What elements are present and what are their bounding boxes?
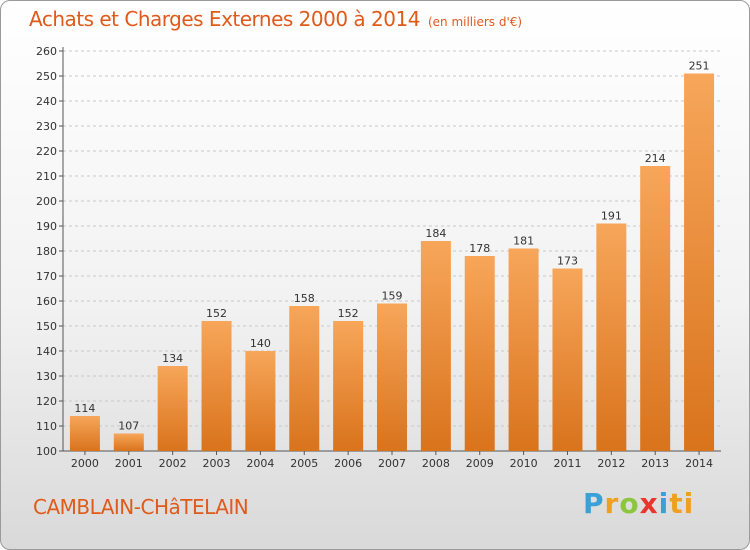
bar-2003 bbox=[201, 321, 232, 451]
value-label-2003: 152 bbox=[206, 307, 227, 320]
logo-letter: x bbox=[639, 487, 659, 520]
bars bbox=[69, 73, 715, 451]
x-tick-label-2012: 2012 bbox=[597, 457, 625, 470]
x-tick-label-2014: 2014 bbox=[685, 457, 713, 470]
bar-2011 bbox=[552, 268, 583, 451]
bar-2006 bbox=[333, 321, 364, 451]
bar-2008 bbox=[420, 241, 451, 451]
chart-title-text: Achats et Charges Externes 2000 à 2014 bbox=[29, 7, 420, 31]
value-label-2008: 184 bbox=[425, 227, 446, 240]
value-label-2010: 181 bbox=[513, 235, 534, 248]
bar-2012 bbox=[596, 223, 627, 451]
value-label-2009: 178 bbox=[469, 242, 490, 255]
value-label-2001: 107 bbox=[118, 420, 139, 433]
logo-letter: ti bbox=[669, 487, 695, 520]
value-label-2004: 140 bbox=[250, 337, 271, 350]
x-tick-label-2001: 2001 bbox=[115, 457, 143, 470]
bar-2004 bbox=[245, 351, 276, 451]
proxiti-logo: Proxiti bbox=[583, 487, 694, 520]
value-label-2005: 158 bbox=[294, 292, 315, 305]
y-tick-label: 160 bbox=[36, 295, 57, 308]
y-tick-label: 150 bbox=[36, 320, 57, 333]
value-label-2007: 159 bbox=[382, 290, 403, 303]
value-label-2000: 114 bbox=[74, 402, 95, 415]
x-tick-labels: 2000 2001 2002 2003 2004 2005 2006 2007 2008 2009… bbox=[71, 457, 713, 470]
value-label-2002: 134 bbox=[162, 352, 183, 365]
y-tick-label: 240 bbox=[36, 95, 57, 108]
chart-title: Achats et Charges Externes 2000 à 2014 (e… bbox=[29, 7, 522, 31]
bar-2007 bbox=[377, 303, 407, 451]
bar-2013 bbox=[640, 166, 671, 451]
y-tick-label: 140 bbox=[36, 345, 57, 358]
y-tick-label: 180 bbox=[36, 245, 57, 258]
bar-2009 bbox=[464, 256, 495, 451]
y-tick-label: 130 bbox=[36, 370, 57, 383]
chart-subtitle: (en milliers d'€) bbox=[427, 15, 523, 29]
x-tick-label-2005: 2005 bbox=[290, 457, 318, 470]
logo-letter: P bbox=[583, 487, 605, 520]
bar-2002 bbox=[157, 366, 188, 451]
value-label-2006: 152 bbox=[338, 307, 359, 320]
logo-letter: i bbox=[658, 487, 670, 520]
y-tick-label: 210 bbox=[36, 170, 57, 183]
x-tick-label-2002: 2002 bbox=[159, 457, 187, 470]
y-tick-label: 170 bbox=[36, 270, 57, 283]
x-tick-label-2003: 2003 bbox=[203, 457, 231, 470]
value-labels: 114 107 134 152 140 158 152 159 184 178 181 173 191 2… bbox=[74, 60, 709, 433]
y-tick-label: 120 bbox=[36, 395, 57, 408]
bar-2010 bbox=[508, 248, 539, 451]
y-tick-label: 260 bbox=[36, 45, 57, 58]
x-tick-label-2008: 2008 bbox=[422, 457, 450, 470]
y-tick-label: 230 bbox=[36, 120, 57, 133]
x-tick-label-2004: 2004 bbox=[246, 457, 274, 470]
x-tick-label-2000: 2000 bbox=[71, 457, 99, 470]
logo-letter: r bbox=[604, 487, 620, 520]
x-tick-label-2007: 2007 bbox=[378, 457, 406, 470]
y-tick-label: 110 bbox=[36, 420, 57, 433]
value-label-2014: 251 bbox=[689, 60, 710, 73]
bar-2014 bbox=[684, 73, 715, 451]
y-tick-label: 200 bbox=[36, 195, 57, 208]
x-tick-label-2013: 2013 bbox=[641, 457, 669, 470]
bar-2000 bbox=[69, 416, 100, 451]
logo-letter: o bbox=[619, 487, 640, 520]
x-tick-label-2006: 2006 bbox=[334, 457, 362, 470]
y-tick-label: 250 bbox=[36, 70, 57, 83]
x-tick-label-2011: 2011 bbox=[553, 457, 581, 470]
y-tick-label: 190 bbox=[36, 220, 57, 233]
bar-2001 bbox=[113, 433, 144, 451]
y-tick-label: 100 bbox=[36, 445, 57, 458]
bar-2005 bbox=[289, 306, 320, 451]
value-label-2012: 191 bbox=[601, 210, 622, 223]
x-tick-label-2010: 2010 bbox=[510, 457, 538, 470]
value-label-2013: 214 bbox=[645, 152, 666, 165]
commune-name: CAMBLAIN-CHâTELAIN bbox=[33, 495, 249, 519]
y-tick-label: 220 bbox=[36, 145, 57, 158]
y-tick-labels: 100 110 120 130 140 150 160 170 180 190 200 210 220 2… bbox=[36, 45, 57, 458]
x-tick-label-2009: 2009 bbox=[466, 457, 494, 470]
value-label-2011: 173 bbox=[557, 255, 578, 268]
